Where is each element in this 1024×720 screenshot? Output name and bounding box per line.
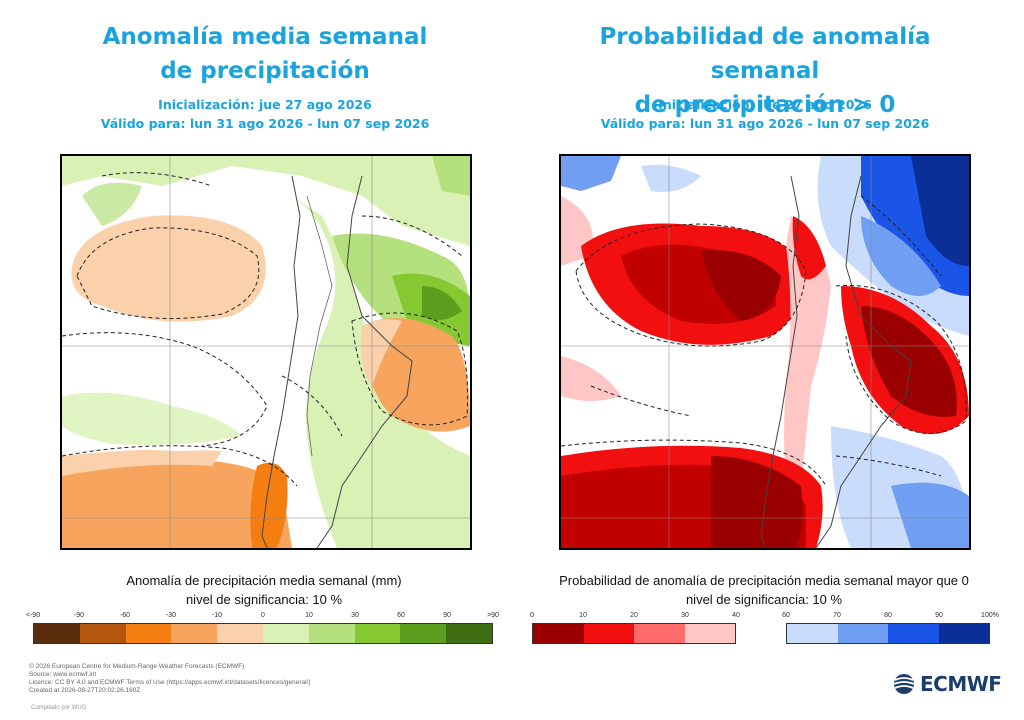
left-legend-swatch xyxy=(354,624,401,643)
left-caption: Anomalía de precipitación media semanal … xyxy=(60,571,468,609)
left-title-line1: Anomalía media semanal xyxy=(102,24,428,50)
right-title-line2: de precipitación > 0 xyxy=(634,92,896,118)
legend-tick-label: -10 xyxy=(211,612,223,619)
legend-tick-label: 10 xyxy=(579,612,587,619)
legend-tick-label: -90 xyxy=(73,612,85,619)
left-title-line2: de precipitación xyxy=(160,58,370,84)
left-caption-line2: nivel de significancia: 10 % xyxy=(185,592,343,607)
left-legend-swatch xyxy=(308,624,355,643)
left-legend-swatch xyxy=(79,624,126,643)
footer-credits: © 2026 European Centre for Medium-Range … xyxy=(29,663,311,695)
legend-tick-label: 40 xyxy=(732,612,740,619)
legend-tick-label: 10 xyxy=(305,612,313,619)
legend-tick-label: >90 xyxy=(487,612,499,619)
right-legend-low-swatch xyxy=(583,624,634,643)
right-legend-low-swatch xyxy=(634,624,685,643)
ecmwf-logo: ECMWF xyxy=(892,672,1002,696)
compiled-by: Compilado por WUG xyxy=(31,705,87,711)
footer-copyright: © 2026 European Centre for Medium-Range … xyxy=(29,663,245,670)
legend-tick-label: 30 xyxy=(681,612,689,619)
left-valid-range: Válido para: lun 31 ago 2026 - lun 07 se… xyxy=(100,116,430,131)
legend-tick-label: -60 xyxy=(119,612,131,619)
left-caption-line1: Anomalía de precipitación media semanal … xyxy=(126,573,402,588)
legend-tick-label: 60 xyxy=(397,612,405,619)
right-probability-map xyxy=(559,154,971,550)
right-valid-range: Válido para: lun 31 ago 2026 - lun 07 se… xyxy=(600,116,930,131)
right-caption-line1: Probabilidad de anomalía de precipitació… xyxy=(559,573,969,588)
legend-tick-label: 90 xyxy=(443,612,451,619)
ecmwf-logo-text: ECMWF xyxy=(920,672,1002,696)
legend-tick-label: 60 xyxy=(782,612,790,619)
legend-tick-label: -30 xyxy=(165,612,177,619)
left-legend-swatch xyxy=(34,624,80,643)
left-legend-swatch xyxy=(446,624,492,643)
right-legend-low-swatch xyxy=(533,624,584,643)
left-subtitle: Inicialización: jue 27 ago 2026 Válido p… xyxy=(60,95,470,133)
left-legend-swatch xyxy=(400,624,447,643)
legend-tick-label: 80 xyxy=(884,612,892,619)
left-legend-swatch xyxy=(171,624,218,643)
right-caption: Probabilidad de anomalía de precipitació… xyxy=(530,571,998,609)
right-legend-low-swatch xyxy=(684,624,735,643)
right-title-line1: Probabilidad de anomalía semanal xyxy=(599,24,931,84)
right-title: Probabilidad de anomalía semanal de prec… xyxy=(545,20,985,122)
legend-tick-label: 0 xyxy=(261,612,265,619)
right-legend-high-swatch xyxy=(837,624,888,643)
left-legend-bar xyxy=(33,623,493,644)
right-legend-high-swatch xyxy=(888,624,939,643)
legend-tick-label: <-90 xyxy=(25,612,41,619)
ecmwf-logo-icon xyxy=(893,674,915,694)
right-subtitle: Inicialización: jue 27 ago 2026 Válido p… xyxy=(560,95,970,133)
legend-tick-label: 90 xyxy=(935,612,943,619)
right-caption-line2: nivel de significancia: 10 % xyxy=(685,592,843,607)
legend-tick-label: 20 xyxy=(630,612,638,619)
left-anomaly-map xyxy=(60,154,472,550)
legend-tick-label: 70 xyxy=(833,612,841,619)
legend-tick-label: 100% xyxy=(981,612,999,619)
left-title: Anomalía media semanal de precipitación xyxy=(60,20,470,88)
legend-tick-label: 0 xyxy=(530,612,534,619)
left-legend-swatch xyxy=(125,624,172,643)
right-legend-bar-high xyxy=(786,623,990,644)
right-legend-high-swatch xyxy=(787,624,838,643)
footer-source: Source: www.ecmwf.int xyxy=(29,671,97,678)
legend-tick-label: 30 xyxy=(351,612,359,619)
footer-created: Created at 2026-08-27T20:02:26.160Z xyxy=(29,687,141,694)
right-legend-high-swatch xyxy=(938,624,989,643)
right-init-date: Inicialización: jue 27 ago 2026 xyxy=(658,97,872,112)
right-legend-bar-low xyxy=(532,623,736,644)
left-init-date: Inicialización: jue 27 ago 2026 xyxy=(158,97,372,112)
footer-licence: Licence: CC BY 4.0 and ECMWF Terms of Us… xyxy=(29,679,311,686)
left-legend-swatch xyxy=(217,624,263,643)
left-legend-swatch xyxy=(262,624,309,643)
